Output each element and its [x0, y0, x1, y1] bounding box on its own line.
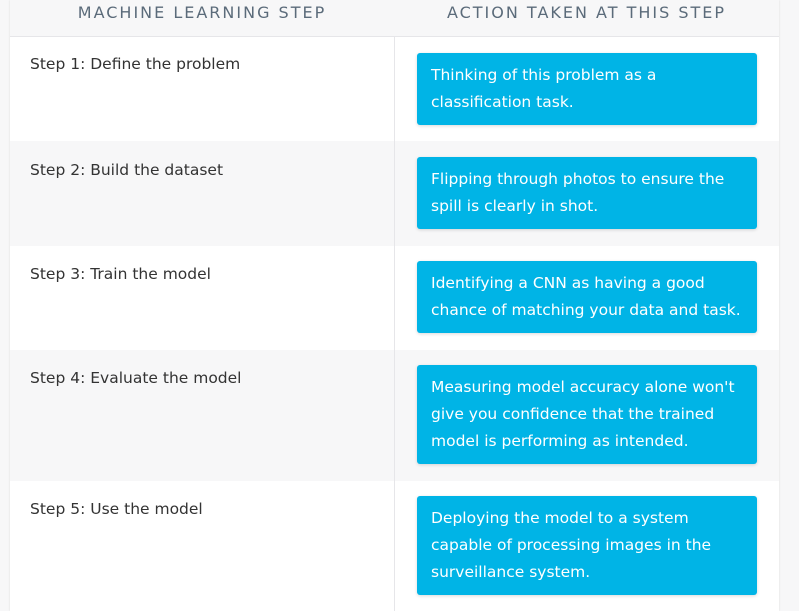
ml-steps-table: MACHINE LEARNING STEP ACTION TAKEN AT TH… — [10, 0, 779, 611]
action-card: Identifying a CNN as having a good chanc… — [417, 261, 757, 333]
action-card: Thinking of this problem as a classifica… — [417, 53, 757, 125]
action-cell: Flipping through photos to ensure the sp… — [395, 141, 779, 246]
step-cell: Step 5: Use the model — [10, 481, 395, 611]
table-row: Step 2: Build the dataset Flipping throu… — [10, 141, 779, 246]
action-cell: Measuring model accuracy alone won't giv… — [395, 350, 779, 481]
table-row: Step 4: Evaluate the model Measuring mod… — [10, 350, 779, 481]
action-card: Deploying the model to a system capable … — [417, 496, 757, 595]
table-row: Step 5: Use the model Deploying the mode… — [10, 481, 779, 611]
action-cell: Thinking of this problem as a classifica… — [395, 37, 779, 141]
step-cell: Step 4: Evaluate the model — [10, 350, 395, 481]
step-label: Step 2: Build the dataset — [30, 160, 223, 180]
action-cell: Deploying the model to a system capable … — [395, 481, 779, 611]
action-cell: Identifying a CNN as having a good chanc… — [395, 246, 779, 350]
header-action-taken: ACTION TAKEN AT THIS STEP — [394, 0, 779, 28]
action-card: Measuring model accuracy alone won't giv… — [417, 365, 757, 464]
step-label: Step 5: Use the model — [30, 499, 203, 519]
step-label: Step 4: Evaluate the model — [30, 368, 242, 388]
action-card: Flipping through photos to ensure the sp… — [417, 157, 757, 229]
table-row: Step 3: Train the model Identifying a CN… — [10, 246, 779, 350]
step-cell: Step 3: Train the model — [10, 246, 395, 350]
step-cell: Step 1: Define the problem — [10, 37, 395, 141]
header-machine-learning-step: MACHINE LEARNING STEP — [10, 0, 394, 28]
step-label: Step 1: Define the problem — [30, 54, 240, 74]
step-label: Step 3: Train the model — [30, 264, 211, 284]
table-header: MACHINE LEARNING STEP ACTION TAKEN AT TH… — [10, 0, 779, 37]
step-cell: Step 2: Build the dataset — [10, 141, 395, 246]
table-row: Step 1: Define the problem Thinking of t… — [10, 37, 779, 141]
